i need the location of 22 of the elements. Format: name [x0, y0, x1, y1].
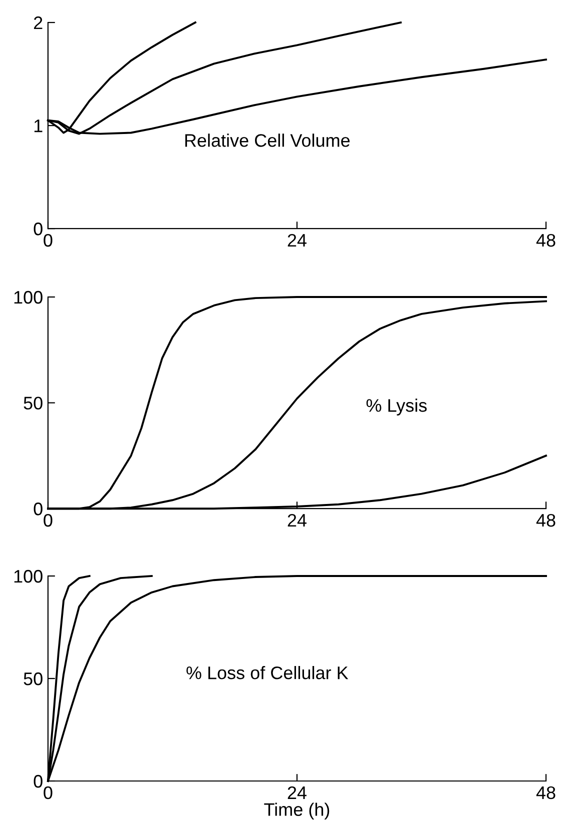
y-tick-label: 50 [24, 396, 42, 410]
x-tick-label: 24 [288, 786, 307, 799]
x-axis-title: Time (h) [264, 802, 330, 820]
y-tick-label: 100 [14, 290, 42, 304]
y-tick-label: 0 [34, 222, 42, 236]
y-tick-label: 50 [24, 672, 42, 686]
text: % Lysis [366, 398, 427, 416]
y-tick-label: 100 [14, 570, 42, 583]
x-tick-label: 24 [288, 234, 307, 247]
x-tick-label: 0 [44, 514, 52, 527]
x-tick-label: 48 [536, 786, 556, 800]
y-tick-label: 0 [34, 774, 42, 788]
y-tick-label: 1 [34, 120, 42, 132]
x-tick-label: 48 [536, 514, 556, 527]
x-tick-label: 48 [536, 234, 556, 247]
x-tick-label: 24 [288, 514, 307, 527]
text: % Loss of Cellular K [186, 666, 348, 680]
x-tick-label: 0 [44, 786, 52, 800]
text: Relative Cell Volume [185, 134, 350, 147]
x-tick-label: 0 [44, 234, 52, 247]
y-tick-label: 0 [34, 502, 42, 516]
y-tick-label: 2 [34, 16, 42, 30]
